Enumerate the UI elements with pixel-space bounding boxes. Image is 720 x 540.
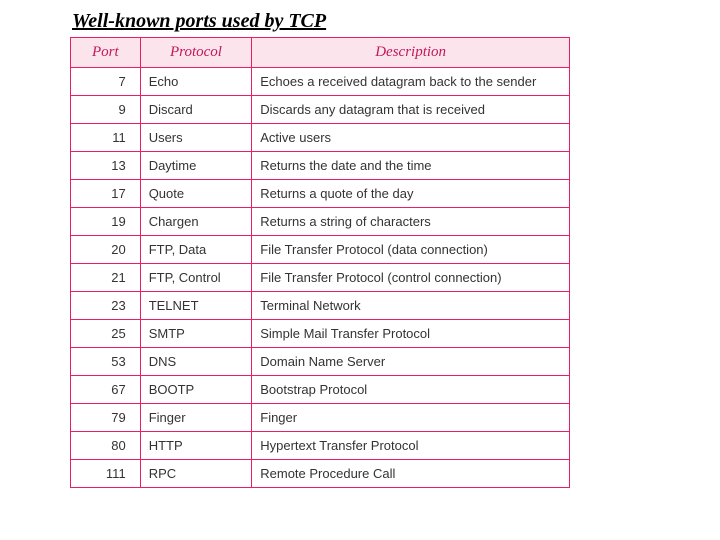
cell-protocol: HTTP bbox=[140, 432, 252, 460]
col-header-protocol: Protocol bbox=[140, 38, 252, 68]
table-row: 23TELNETTerminal Network bbox=[71, 292, 570, 320]
cell-port: 20 bbox=[71, 236, 141, 264]
table-row: 21FTP, ControlFile Transfer Protocol (co… bbox=[71, 264, 570, 292]
table-row: 53DNSDomain Name Server bbox=[71, 348, 570, 376]
cell-port: 11 bbox=[71, 124, 141, 152]
cell-protocol: TELNET bbox=[140, 292, 252, 320]
cell-port: 7 bbox=[71, 68, 141, 96]
cell-protocol: FTP, Control bbox=[140, 264, 252, 292]
table-row: 13DaytimeReturns the date and the time bbox=[71, 152, 570, 180]
cell-protocol: Daytime bbox=[140, 152, 252, 180]
col-header-port: Port bbox=[71, 38, 141, 68]
cell-protocol: RPC bbox=[140, 460, 252, 488]
cell-port: 17 bbox=[71, 180, 141, 208]
ports-table: Port Protocol Description 7EchoEchoes a … bbox=[70, 37, 570, 488]
cell-description: File Transfer Protocol (control connecti… bbox=[252, 264, 570, 292]
table-row: 111RPCRemote Procedure Call bbox=[71, 460, 570, 488]
table-row: 7EchoEchoes a received datagram back to … bbox=[71, 68, 570, 96]
cell-port: 19 bbox=[71, 208, 141, 236]
table-row: 79FingerFinger bbox=[71, 404, 570, 432]
table-row: 17QuoteReturns a quote of the day bbox=[71, 180, 570, 208]
cell-port: 25 bbox=[71, 320, 141, 348]
cell-port: 79 bbox=[71, 404, 141, 432]
table-row: 20FTP, DataFile Transfer Protocol (data … bbox=[71, 236, 570, 264]
cell-description: File Transfer Protocol (data connection) bbox=[252, 236, 570, 264]
cell-port: 9 bbox=[71, 96, 141, 124]
cell-port: 21 bbox=[71, 264, 141, 292]
table-row: 11UsersActive users bbox=[71, 124, 570, 152]
table-header-row: Port Protocol Description bbox=[71, 38, 570, 68]
cell-description: Simple Mail Transfer Protocol bbox=[252, 320, 570, 348]
cell-port: 13 bbox=[71, 152, 141, 180]
cell-port: 53 bbox=[71, 348, 141, 376]
cell-port: 23 bbox=[71, 292, 141, 320]
cell-protocol: BOOTP bbox=[140, 376, 252, 404]
cell-description: Remote Procedure Call bbox=[252, 460, 570, 488]
cell-protocol: SMTP bbox=[140, 320, 252, 348]
page-title: Well-known ports used by TCP bbox=[72, 10, 650, 33]
cell-protocol: Users bbox=[140, 124, 252, 152]
cell-description: Returns a string of characters bbox=[252, 208, 570, 236]
cell-description: Hypertext Transfer Protocol bbox=[252, 432, 570, 460]
cell-description: Active users bbox=[252, 124, 570, 152]
cell-protocol: Echo bbox=[140, 68, 252, 96]
cell-description: Terminal Network bbox=[252, 292, 570, 320]
table-row: 80HTTPHypertext Transfer Protocol bbox=[71, 432, 570, 460]
cell-description: Discards any datagram that is received bbox=[252, 96, 570, 124]
table-row: 67BOOTPBootstrap Protocol bbox=[71, 376, 570, 404]
cell-protocol: Discard bbox=[140, 96, 252, 124]
cell-description: Returns a quote of the day bbox=[252, 180, 570, 208]
cell-protocol: FTP, Data bbox=[140, 236, 252, 264]
table-row: 19ChargenReturns a string of characters bbox=[71, 208, 570, 236]
cell-description: Echoes a received datagram back to the s… bbox=[252, 68, 570, 96]
table-row: 25SMTPSimple Mail Transfer Protocol bbox=[71, 320, 570, 348]
cell-port: 67 bbox=[71, 376, 141, 404]
cell-port: 80 bbox=[71, 432, 141, 460]
cell-protocol: Finger bbox=[140, 404, 252, 432]
cell-description: Returns the date and the time bbox=[252, 152, 570, 180]
cell-protocol: DNS bbox=[140, 348, 252, 376]
cell-description: Bootstrap Protocol bbox=[252, 376, 570, 404]
col-header-description: Description bbox=[252, 38, 570, 68]
cell-port: 111 bbox=[71, 460, 141, 488]
cell-protocol: Chargen bbox=[140, 208, 252, 236]
cell-description: Finger bbox=[252, 404, 570, 432]
cell-description: Domain Name Server bbox=[252, 348, 570, 376]
cell-protocol: Quote bbox=[140, 180, 252, 208]
table-row: 9DiscardDiscards any datagram that is re… bbox=[71, 96, 570, 124]
